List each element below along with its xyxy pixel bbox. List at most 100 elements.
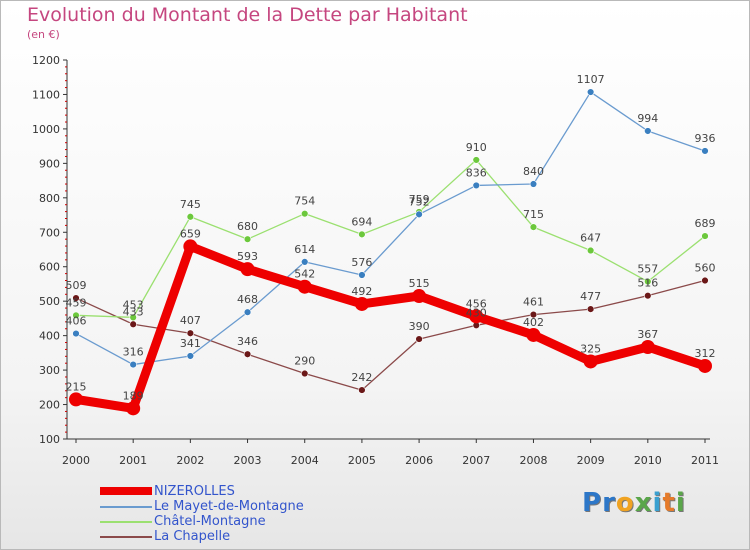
y-tick-label: 1200 bbox=[32, 54, 60, 67]
logo-letter: o bbox=[615, 488, 635, 518]
series-point bbox=[72, 311, 80, 320]
data-label: 215 bbox=[66, 380, 87, 393]
legend-label: Châtel-Montagne bbox=[154, 514, 266, 529]
data-label: 560 bbox=[695, 262, 716, 275]
data-label: 715 bbox=[523, 208, 544, 221]
series-point bbox=[243, 350, 252, 358]
y-tick-label: 400 bbox=[39, 330, 60, 343]
series-point bbox=[644, 127, 652, 135]
series-point bbox=[701, 232, 709, 240]
chart-data-labels: 215 189 659 593 542 492 515 456 402 325 367 312 406 3… bbox=[66, 73, 716, 402]
y-tick-label: 500 bbox=[39, 295, 60, 308]
series-point bbox=[186, 352, 195, 360]
data-label: 745 bbox=[180, 198, 201, 211]
data-label: 910 bbox=[466, 141, 487, 154]
legend-label: Le Mayet-de-Montagne bbox=[154, 499, 304, 514]
logo-letter: r bbox=[602, 488, 616, 518]
series-point bbox=[243, 308, 252, 316]
logo-letter: P bbox=[582, 488, 603, 518]
x-tick-label: 2009 bbox=[577, 454, 605, 467]
data-label: 840 bbox=[523, 165, 544, 178]
series-point bbox=[701, 276, 709, 285]
data-label: 407 bbox=[180, 314, 201, 327]
y-tick-label: 600 bbox=[39, 261, 60, 274]
series-point bbox=[415, 335, 423, 343]
series-point bbox=[583, 354, 598, 369]
data-label: 290 bbox=[294, 355, 315, 368]
series-point bbox=[412, 289, 427, 304]
data-label: 433 bbox=[123, 305, 144, 318]
x-tick-label: 2004 bbox=[291, 454, 319, 467]
x-tick-label: 2001 bbox=[119, 454, 147, 467]
series-point bbox=[186, 213, 195, 221]
series-point bbox=[701, 147, 709, 155]
x-tick-label: 2005 bbox=[348, 454, 376, 467]
data-label: 994 bbox=[637, 112, 658, 125]
data-label: 542 bbox=[294, 268, 315, 281]
series-point bbox=[129, 360, 137, 369]
legend-label: La Chapelle bbox=[154, 529, 231, 544]
chart-axes: 100 200 300 400 500 600 700 800 900 1000 1100 1200 2… bbox=[32, 54, 719, 467]
data-label: 406 bbox=[66, 315, 87, 328]
data-label: 430 bbox=[466, 306, 487, 319]
y-tick-label: 1100 bbox=[32, 88, 60, 101]
data-label: 367 bbox=[637, 328, 658, 341]
data-label: 453 bbox=[123, 298, 144, 311]
data-label: 477 bbox=[580, 290, 601, 303]
series-point bbox=[529, 223, 538, 231]
series-point bbox=[72, 294, 80, 302]
legend-swatch bbox=[100, 521, 152, 523]
x-tick-label: 2008 bbox=[519, 454, 547, 467]
series-point bbox=[69, 392, 83, 407]
chart-dots bbox=[69, 88, 712, 416]
data-label: 752 bbox=[409, 195, 430, 208]
data-label: 647 bbox=[580, 232, 601, 245]
data-label: 689 bbox=[695, 217, 716, 230]
x-tick-label: 2003 bbox=[234, 454, 262, 467]
legend-swatch bbox=[100, 506, 152, 508]
data-label: 402 bbox=[523, 316, 544, 329]
series-line bbox=[75, 159, 706, 319]
data-label: 659 bbox=[180, 227, 201, 240]
data-label: 325 bbox=[580, 342, 601, 355]
data-label: 316 bbox=[123, 346, 144, 359]
series-point bbox=[240, 262, 255, 277]
series-point bbox=[529, 310, 538, 319]
series-point bbox=[297, 279, 312, 294]
y-tick-label: 200 bbox=[39, 399, 60, 412]
series-point bbox=[644, 291, 652, 300]
data-label: 461 bbox=[523, 296, 544, 309]
data-label: 680 bbox=[237, 220, 258, 233]
series-point bbox=[586, 88, 595, 96]
y-tick-label: 100 bbox=[39, 433, 60, 446]
x-tick-label: 2010 bbox=[634, 454, 662, 467]
data-label: 459 bbox=[66, 296, 87, 309]
series-point bbox=[526, 327, 541, 342]
data-label: 468 bbox=[237, 293, 258, 306]
series-point bbox=[129, 313, 137, 322]
data-label: 189 bbox=[123, 389, 144, 402]
series-point bbox=[640, 340, 655, 355]
data-label: 576 bbox=[351, 256, 372, 269]
data-label: 341 bbox=[180, 337, 201, 350]
y-tick-label: 700 bbox=[39, 226, 60, 239]
series-point bbox=[183, 239, 198, 254]
series-point bbox=[72, 329, 80, 338]
data-label: 515 bbox=[409, 277, 430, 290]
y-tick-label: 300 bbox=[39, 364, 60, 377]
series-point bbox=[586, 246, 595, 255]
data-label: 509 bbox=[66, 279, 87, 292]
proxiti-logo: Proxiti bbox=[582, 488, 686, 518]
series-point bbox=[243, 235, 252, 243]
data-label: 694 bbox=[351, 215, 372, 228]
series-line bbox=[71, 241, 710, 413]
series-point bbox=[529, 180, 538, 188]
y-tick-label: 900 bbox=[39, 157, 60, 170]
x-tick-label: 2006 bbox=[405, 454, 433, 467]
series-point bbox=[698, 358, 712, 373]
data-label: 557 bbox=[637, 263, 658, 276]
series-point bbox=[301, 209, 309, 218]
series-point bbox=[354, 296, 369, 311]
series-point bbox=[586, 305, 595, 313]
